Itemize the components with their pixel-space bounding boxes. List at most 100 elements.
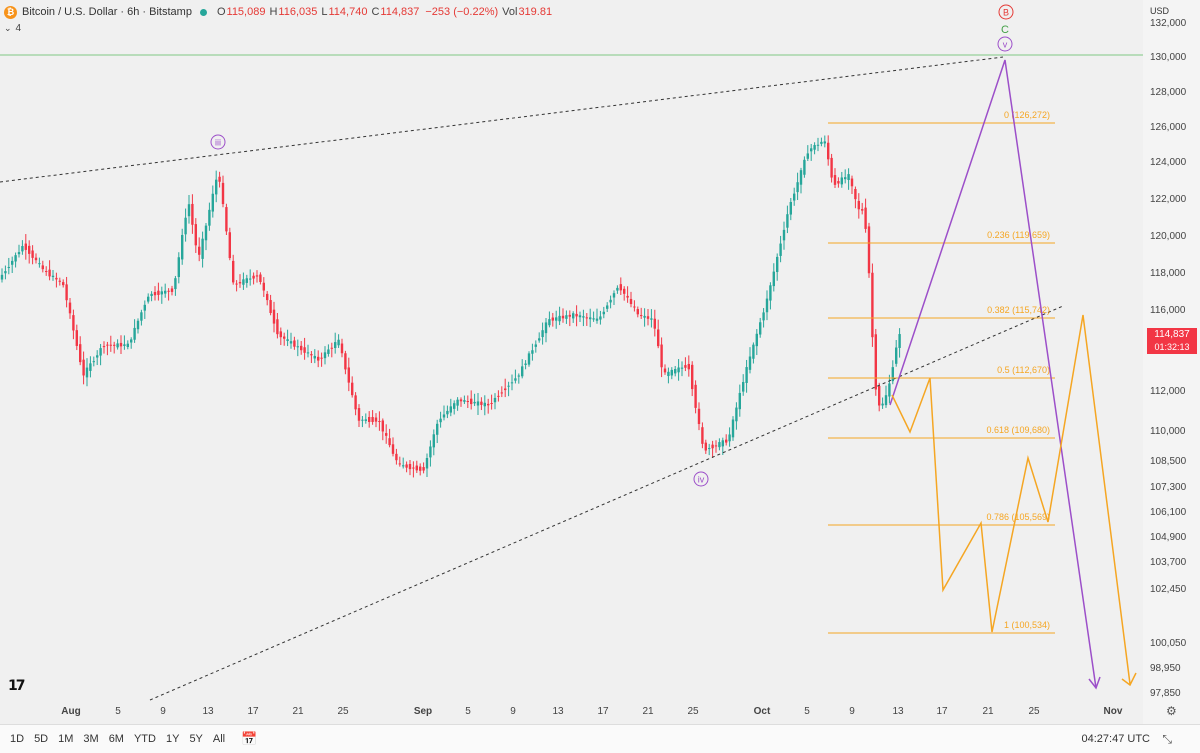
range-5y-button[interactable]: 5Y <box>189 733 203 745</box>
price-tick-label: 107,300 <box>1150 482 1187 493</box>
wave-label-v-circle <box>997 36 1013 52</box>
close-label: C <box>371 6 380 18</box>
candle-body <box>844 177 847 180</box>
candle-body <box>609 299 612 303</box>
candle-body <box>538 338 541 341</box>
candle-body <box>364 419 367 421</box>
range-5d-button[interactable]: 5D <box>34 733 49 745</box>
price-tick-label: 97,850 <box>1150 688 1181 699</box>
candle-body <box>119 342 123 347</box>
candle-body <box>187 204 191 217</box>
fib-level-label: 0.382 (115,742) <box>987 305 1050 315</box>
candle-body <box>194 224 197 246</box>
candle-body <box>272 309 276 324</box>
close-value: 114,837 <box>380 6 420 18</box>
orange-arrow-head <box>1121 672 1137 687</box>
range-all-button[interactable]: All <box>212 733 226 745</box>
candle-body <box>541 330 544 338</box>
price-tick-label: 110,000 <box>1150 426 1186 437</box>
time-tick-label: 9 <box>510 706 516 717</box>
range-1d-button[interactable]: 1D <box>10 733 25 745</box>
resize-icon[interactable]: ⤡ <box>1162 731 1172 746</box>
time-tick-label: 21 <box>642 706 654 717</box>
range-ytd-button[interactable]: YTD <box>133 733 156 745</box>
gear-icon[interactable]: ⚙ <box>1166 704 1177 718</box>
candle-body <box>884 395 888 406</box>
utc-clock[interactable]: 04:27:47 UTC <box>1081 733 1150 745</box>
candle-body <box>211 193 214 212</box>
candle-body <box>395 453 398 461</box>
price-axis-bg <box>1143 0 1200 724</box>
wave-label-iii-circle <box>210 134 226 150</box>
last-price-tag: 114,837 01:32:13 <box>1147 328 1197 354</box>
price-tick-label: 103,700 <box>1150 557 1187 568</box>
currency-label[interactable]: USD <box>1150 6 1170 16</box>
candle-body <box>497 395 500 397</box>
candle-body <box>769 285 772 301</box>
time-axis[interactable]: Aug 5 9 13 17 21 25 Sep 5 9 13 17 21 25 Oct 5 9 13 17 21 25 N… <box>61 706 1123 717</box>
candle-body <box>572 313 575 319</box>
fib-level-label: 0.786 (105,569) <box>986 512 1050 522</box>
range-3m-button[interactable]: 3M <box>83 733 99 745</box>
range-1m-button[interactable]: 1M <box>58 733 74 745</box>
candle-body <box>153 291 157 296</box>
candle-body <box>752 344 755 359</box>
price-chart[interactable]: 0 (126,272) 0.236 (119,659) 0.382 (115,742… <box>0 0 1200 724</box>
range-1y-button[interactable]: 1Y <box>165 733 180 745</box>
candle-body <box>847 174 850 180</box>
candle-body <box>266 293 269 301</box>
range-6m-button[interactable]: 6M <box>108 733 124 745</box>
candle-body <box>745 367 748 383</box>
time-tick-label: 9 <box>849 706 855 717</box>
candle-body <box>75 330 78 346</box>
candle-body <box>425 458 429 469</box>
candle-body <box>51 275 55 278</box>
candle-body <box>551 317 554 321</box>
candle-body <box>378 421 381 423</box>
candle-body <box>249 278 252 280</box>
candle-body <box>330 347 333 349</box>
fib-level-label: 0 (126,272) <box>1004 110 1050 120</box>
price-tick-label: 106,100 <box>1150 507 1187 518</box>
candle-body <box>473 401 476 404</box>
candle-body <box>582 316 585 318</box>
candle-body <box>235 283 238 285</box>
candle-body <box>827 142 830 160</box>
candle-body <box>293 340 296 347</box>
calendar-icon[interactable]: 📅 <box>241 731 258 746</box>
candle-body <box>504 388 507 391</box>
price-tick-label: 120,000 <box>1150 231 1187 242</box>
candle-body <box>619 284 622 291</box>
candle-body <box>867 226 871 274</box>
candle-body <box>476 401 480 406</box>
tradingview-logo-icon[interactable]: 17 <box>8 678 26 694</box>
candle-body <box>514 378 517 381</box>
wave-label-iv: iv <box>698 475 705 485</box>
candle-body <box>14 255 17 262</box>
candle-body <box>738 392 741 410</box>
candle-body <box>422 467 425 471</box>
price-tick-label: 102,450 <box>1150 584 1187 595</box>
candle-body <box>578 315 582 318</box>
price-tick-label: 98,950 <box>1150 663 1181 674</box>
candle-body <box>347 367 350 383</box>
candle-body <box>327 349 330 354</box>
symbol-header[interactable]: ₿ Bitcoin / U.S. Dollar · 6h · Bitstamp … <box>4 3 552 21</box>
candle-body <box>871 272 874 338</box>
candle-body <box>140 312 143 321</box>
symbol-title[interactable]: Bitcoin / U.S. Dollar · 6h · Bitstamp <box>22 6 192 18</box>
candle-body <box>599 316 602 320</box>
candle-body <box>674 369 677 374</box>
time-tick-label: 5 <box>804 706 810 717</box>
candle-body <box>143 304 146 311</box>
candle-body <box>136 320 140 330</box>
candle-body <box>701 427 704 444</box>
price-axis[interactable]: 132,000 130,000 128,000 126,000 124,000 122,0… <box>1143 0 1200 724</box>
candle-body <box>670 369 673 376</box>
price-tick-label: 124,000 <box>1150 157 1187 168</box>
time-tick-label: 21 <box>982 706 994 717</box>
indicator-toggle[interactable]: ⌄ 4 <box>4 23 21 34</box>
candle-body <box>459 399 463 402</box>
candle-body <box>323 352 327 359</box>
candle-body <box>21 246 24 252</box>
